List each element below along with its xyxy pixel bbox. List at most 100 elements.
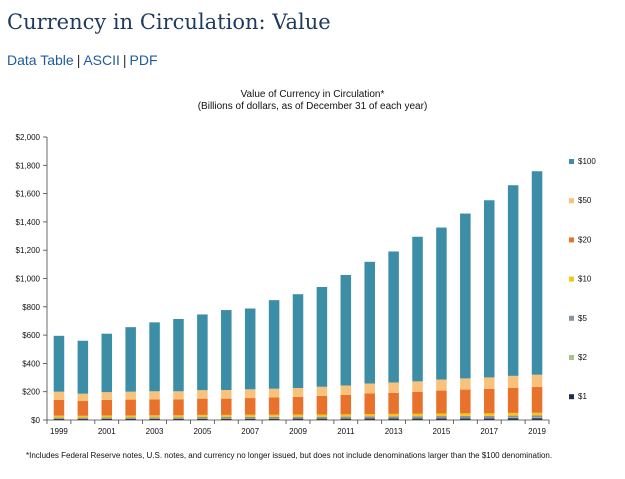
bar-segment — [53, 391, 65, 400]
bar-segment — [53, 399, 65, 416]
bar-segment — [531, 415, 543, 418]
chart-subtitle: (Billions of dollars, as of December 31 … — [197, 101, 428, 112]
bar-segment — [173, 399, 184, 416]
bar-segment — [292, 414, 304, 417]
bar-segment — [101, 418, 113, 420]
bar-segment — [197, 398, 208, 415]
bar-segment — [316, 286, 328, 387]
bar-segment — [364, 393, 375, 415]
bar-segment — [460, 389, 471, 414]
bar-segment — [244, 308, 256, 390]
bar-segment — [197, 417, 208, 419]
bar-segment — [244, 418, 256, 420]
bar-segment — [388, 413, 399, 417]
x-tick-label: 2013 — [385, 427, 403, 436]
bar-segment — [53, 335, 65, 392]
bar-segment — [531, 374, 543, 388]
bar-segment — [77, 401, 89, 416]
bar-segment — [77, 415, 89, 418]
bar-segment — [364, 414, 375, 417]
format-links: Data Table | ASCII | PDF — [7, 52, 158, 68]
bar-segment — [173, 417, 184, 419]
bar-segment — [460, 415, 471, 419]
bar-segment — [460, 378, 471, 390]
bar-segment — [436, 390, 447, 414]
legend-label: $50 — [578, 196, 592, 205]
bar-segment — [221, 414, 232, 418]
data-table-link[interactable]: Data Table — [7, 52, 74, 68]
bar-segment — [412, 236, 423, 382]
bar-segment — [221, 418, 232, 420]
y-tick-label: $2,000 — [16, 133, 41, 142]
bar-segment — [436, 413, 447, 417]
bar-segment — [483, 418, 495, 420]
bar-segment — [388, 392, 399, 414]
bar-segment — [340, 418, 352, 420]
bar-segment — [77, 340, 89, 394]
bar-segment — [268, 416, 280, 419]
bar-segment — [316, 418, 328, 420]
bar-segment — [340, 274, 352, 386]
y-tick-label: $1,000 — [16, 275, 41, 284]
bar-segment — [125, 391, 136, 400]
page-title: Currency in Circulation: Value — [7, 10, 331, 34]
bar-segment — [364, 418, 375, 420]
bar-segment — [388, 418, 399, 420]
bar-segment — [101, 399, 113, 416]
bar-segment — [292, 388, 304, 397]
bar-segment — [77, 419, 89, 420]
bar-segment — [412, 418, 423, 420]
legend-label: $1 — [578, 392, 587, 401]
bar-segment — [101, 333, 113, 393]
ascii-link[interactable]: ASCII — [83, 52, 120, 68]
bar-segment — [483, 415, 495, 419]
bar-segment — [460, 413, 471, 416]
bar-segment — [292, 416, 304, 419]
x-tick-label: 2015 — [433, 427, 451, 436]
y-tick-label: $200 — [22, 388, 40, 397]
bar-segment — [340, 414, 352, 417]
y-tick-label: $1,400 — [16, 218, 41, 227]
y-tick-label: $800 — [22, 303, 40, 312]
bar-segment — [292, 418, 304, 420]
x-tick-label: 2019 — [528, 427, 546, 436]
bar-segment — [244, 414, 256, 417]
bar-segment — [436, 379, 447, 391]
bar-segment — [221, 390, 232, 399]
bar-segment — [221, 398, 232, 415]
bar-segment — [340, 416, 352, 419]
bar-segment — [268, 397, 280, 415]
bar-segment — [149, 322, 160, 392]
chart-footnote: *Includes Federal Reserve notes, U.S. no… — [26, 451, 553, 460]
bar-segment — [316, 386, 328, 396]
y-tick-label: $1,600 — [16, 190, 41, 199]
bar-segment — [125, 418, 136, 420]
bar-segment — [531, 418, 543, 420]
bar-segment — [507, 375, 519, 388]
chart-title: Value of Currency in Circulation* — [240, 89, 385, 100]
bar-segment — [507, 387, 519, 413]
bar-segment — [149, 418, 160, 420]
legend-swatch — [569, 394, 574, 400]
pdf-link[interactable]: PDF — [129, 52, 158, 68]
legend-label: $10 — [578, 275, 592, 284]
bar-segment — [173, 418, 184, 420]
y-tick-label: $400 — [22, 359, 40, 368]
bar-segment — [483, 377, 495, 389]
bar-segment — [388, 382, 399, 393]
bar-segment — [388, 251, 399, 383]
chart-title-block: Value of Currency in Circulation* (Billi… — [0, 89, 625, 113]
x-tick-label: 2011 — [337, 427, 355, 436]
bar-segment — [53, 415, 65, 418]
bar-segment — [173, 391, 184, 400]
bar-segment — [197, 314, 208, 391]
bar-segment — [316, 416, 328, 419]
bar-segment — [53, 417, 65, 419]
legend-swatch — [569, 237, 574, 243]
link-separator: | — [76, 52, 81, 68]
bar-segment — [53, 419, 65, 420]
bar-segment — [436, 418, 447, 420]
y-tick-label: $0 — [31, 416, 40, 425]
bar-segment — [483, 388, 495, 414]
